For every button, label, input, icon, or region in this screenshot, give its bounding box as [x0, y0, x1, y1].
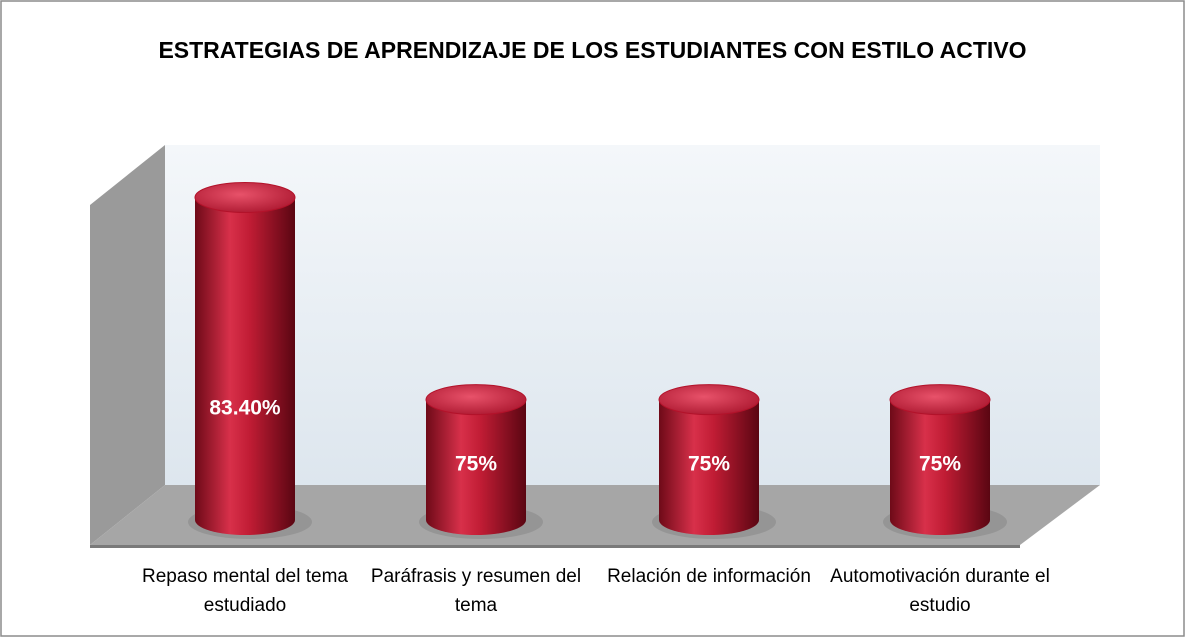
x-tick-label: Paráfrasis y resumen del tema [370, 566, 582, 616]
floor-edge [90, 545, 1020, 548]
bar-body [426, 399, 526, 535]
value-label: 75% [688, 452, 730, 475]
bar-top [658, 384, 760, 416]
side-wall [90, 145, 165, 545]
bar-body [195, 197, 295, 536]
x-tick-label: Relación de información [607, 566, 811, 587]
value-label: 83.40% [209, 396, 281, 419]
floor [90, 485, 1100, 545]
bar-body [659, 399, 759, 535]
bar [194, 182, 296, 536]
bar-top [194, 182, 296, 214]
x-tick-label: Repaso mental del tema estudiado [142, 566, 348, 616]
bar-body [890, 399, 990, 535]
bar-top [889, 384, 991, 416]
bar [658, 384, 760, 535]
value-label: 75% [919, 452, 961, 475]
bar-top [425, 384, 527, 416]
x-tick-label: Automotivación durante el estudio [830, 566, 1050, 616]
value-label: 75% [455, 452, 497, 475]
chart-title: ESTRATEGIAS DE APRENDIZAJE DE LOS ESTUDI… [158, 37, 1027, 63]
bar [425, 384, 527, 535]
bar [889, 384, 991, 535]
